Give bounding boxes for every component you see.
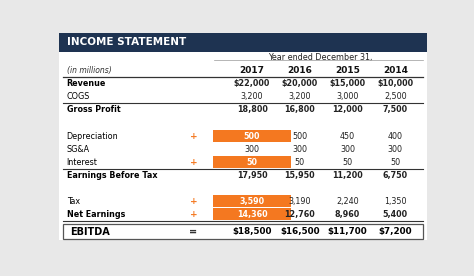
Text: INCOME STATEMENT: INCOME STATEMENT [66,38,186,47]
FancyBboxPatch shape [213,208,291,220]
Text: Interest: Interest [66,158,98,167]
Text: (in millions): (in millions) [66,66,111,75]
Text: 2,500: 2,500 [384,92,407,101]
Text: Revenue: Revenue [66,79,106,88]
Text: +: + [190,158,197,167]
Text: $7,200: $7,200 [379,227,412,236]
Text: $22,000: $22,000 [234,79,270,88]
Text: +: + [190,210,197,219]
Text: 2016: 2016 [287,66,312,75]
Text: 50: 50 [295,158,305,167]
Text: 6,750: 6,750 [383,171,408,180]
Text: 50: 50 [246,158,257,167]
FancyBboxPatch shape [213,156,291,168]
Text: 1,350: 1,350 [384,197,407,206]
Text: $11,700: $11,700 [328,227,367,236]
Text: $18,500: $18,500 [232,227,272,236]
Text: =: = [189,227,197,237]
Text: 11,200: 11,200 [332,171,363,180]
Text: 300: 300 [245,145,260,153]
Text: $16,500: $16,500 [280,227,319,236]
Text: 18,800: 18,800 [237,105,267,115]
FancyBboxPatch shape [213,130,291,142]
Text: 50: 50 [390,158,401,167]
Text: 3,000: 3,000 [337,92,359,101]
Text: $20,000: $20,000 [282,79,318,88]
Text: 2014: 2014 [383,66,408,75]
Text: +: + [190,131,197,140]
Text: 300: 300 [292,145,307,153]
Text: 500: 500 [244,131,260,140]
Text: 300: 300 [388,145,403,153]
Text: 450: 450 [340,131,355,140]
Text: $15,000: $15,000 [329,79,365,88]
Text: 15,950: 15,950 [284,171,315,180]
Text: Tax: Tax [66,197,80,206]
Text: 5,400: 5,400 [383,210,408,219]
Text: +: + [190,197,197,206]
FancyBboxPatch shape [59,52,427,240]
Text: 3,200: 3,200 [289,92,311,101]
FancyBboxPatch shape [213,195,291,207]
Text: SG&A: SG&A [66,145,90,153]
Text: 7,500: 7,500 [383,105,408,115]
Text: 3,190: 3,190 [289,197,311,206]
Text: 8,960: 8,960 [335,210,360,219]
Text: 12,000: 12,000 [332,105,363,115]
Text: 500: 500 [292,131,308,140]
Text: 400: 400 [388,131,403,140]
Text: 2,240: 2,240 [337,197,359,206]
Text: 17,950: 17,950 [237,171,267,180]
Text: 3,590: 3,590 [239,197,264,206]
Text: 3,200: 3,200 [241,92,264,101]
Text: 300: 300 [340,145,355,153]
FancyBboxPatch shape [63,224,423,239]
Text: $10,000: $10,000 [377,79,413,88]
Text: Year ended December 31,: Year ended December 31, [268,53,372,62]
Text: 16,800: 16,800 [284,105,315,115]
Text: Net Earnings: Net Earnings [66,210,125,219]
Text: 2017: 2017 [240,66,264,75]
Text: 12,760: 12,760 [284,210,315,219]
Text: 14,360: 14,360 [237,210,267,219]
Text: Gross Profit: Gross Profit [66,105,120,115]
Text: 50: 50 [343,158,353,167]
Text: Depreciation: Depreciation [66,131,118,140]
Text: EBITDA: EBITDA [70,227,110,237]
Text: 2015: 2015 [335,66,360,75]
Text: Earnings Before Tax: Earnings Before Tax [66,171,157,180]
FancyBboxPatch shape [59,33,427,52]
Text: COGS: COGS [66,92,90,101]
